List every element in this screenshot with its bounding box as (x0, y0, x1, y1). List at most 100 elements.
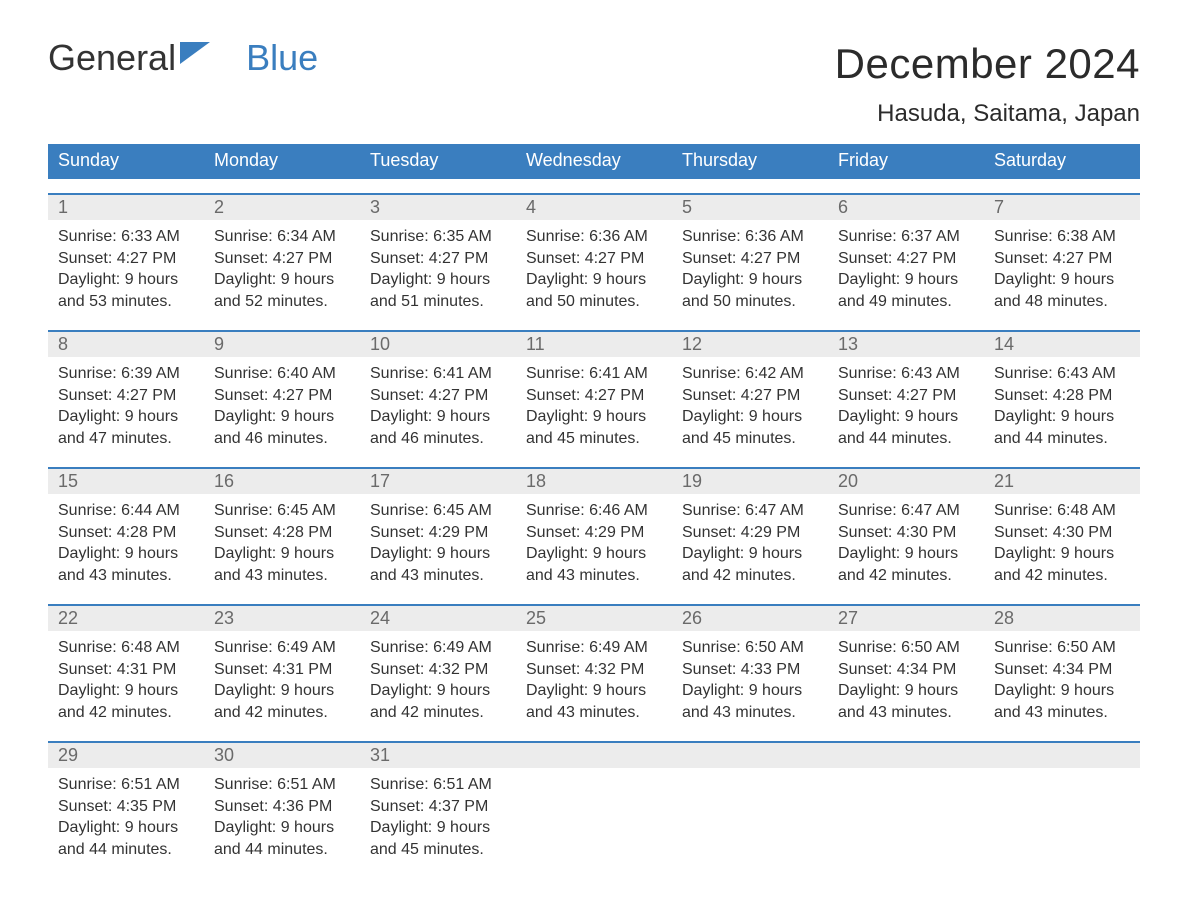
title-block: December 2024 (835, 40, 1140, 88)
daylight-text: Daylight: 9 hours and 50 minutes. (682, 269, 818, 312)
daylight-text: Daylight: 9 hours and 43 minutes. (58, 543, 194, 586)
logo: General Blue (48, 40, 318, 76)
day-number: 22 (48, 606, 204, 631)
page-title: December 2024 (835, 40, 1140, 88)
daynum-row: 15161718192021 (48, 469, 1140, 494)
sunrise-text: Sunrise: 6:51 AM (58, 774, 194, 796)
sunset-text: Sunset: 4:36 PM (214, 796, 350, 818)
weeks-container: 1234567Sunrise: 6:33 AMSunset: 4:27 PMDa… (48, 193, 1140, 864)
day-info: Sunrise: 6:47 AMSunset: 4:30 PMDaylight:… (828, 494, 984, 590)
daylight-text: Daylight: 9 hours and 51 minutes. (370, 269, 506, 312)
day-info: Sunrise: 6:45 AMSunset: 4:28 PMDaylight:… (204, 494, 360, 590)
sunrise-text: Sunrise: 6:50 AM (682, 637, 818, 659)
daylight-text: Daylight: 9 hours and 52 minutes. (214, 269, 350, 312)
daylight-text: Daylight: 9 hours and 42 minutes. (370, 680, 506, 723)
sunrise-text: Sunrise: 6:51 AM (370, 774, 506, 796)
sunset-text: Sunset: 4:27 PM (370, 385, 506, 407)
logo-text-general: General (48, 40, 176, 76)
sunrise-text: Sunrise: 6:50 AM (994, 637, 1130, 659)
info-row: Sunrise: 6:33 AMSunset: 4:27 PMDaylight:… (48, 220, 1140, 316)
day-info: Sunrise: 6:39 AMSunset: 4:27 PMDaylight:… (48, 357, 204, 453)
dow-cell: Monday (204, 144, 360, 179)
sunrise-text: Sunrise: 6:36 AM (682, 226, 818, 248)
sunrise-text: Sunrise: 6:35 AM (370, 226, 506, 248)
sunset-text: Sunset: 4:27 PM (682, 385, 818, 407)
week-row: 22232425262728Sunrise: 6:48 AMSunset: 4:… (48, 604, 1140, 727)
sunrise-text: Sunrise: 6:49 AM (526, 637, 662, 659)
sunset-text: Sunset: 4:32 PM (370, 659, 506, 681)
daylight-text: Daylight: 9 hours and 50 minutes. (526, 269, 662, 312)
sunset-text: Sunset: 4:34 PM (838, 659, 974, 681)
day-number: 3 (360, 195, 516, 220)
location-label: Hasuda, Saitama, Japan (48, 100, 1140, 128)
sunset-text: Sunset: 4:29 PM (682, 522, 818, 544)
sunset-text: Sunset: 4:27 PM (682, 248, 818, 270)
sunset-text: Sunset: 4:35 PM (58, 796, 194, 818)
day-info: Sunrise: 6:49 AMSunset: 4:31 PMDaylight:… (204, 631, 360, 727)
daylight-text: Daylight: 9 hours and 44 minutes. (58, 817, 194, 860)
sunrise-text: Sunrise: 6:48 AM (994, 500, 1130, 522)
day-info: Sunrise: 6:47 AMSunset: 4:29 PMDaylight:… (672, 494, 828, 590)
daylight-text: Daylight: 9 hours and 44 minutes. (994, 406, 1130, 449)
day-info: Sunrise: 6:49 AMSunset: 4:32 PMDaylight:… (360, 631, 516, 727)
day-number (984, 743, 1140, 768)
day-info: Sunrise: 6:45 AMSunset: 4:29 PMDaylight:… (360, 494, 516, 590)
day-number: 20 (828, 469, 984, 494)
header: General Blue December 2024 (48, 40, 1140, 88)
week-row: 15161718192021Sunrise: 6:44 AMSunset: 4:… (48, 467, 1140, 590)
day-number: 30 (204, 743, 360, 768)
day-number: 25 (516, 606, 672, 631)
sunset-text: Sunset: 4:27 PM (526, 248, 662, 270)
sunrise-text: Sunrise: 6:44 AM (58, 500, 194, 522)
day-number (516, 743, 672, 768)
daylight-text: Daylight: 9 hours and 44 minutes. (838, 406, 974, 449)
daylight-text: Daylight: 9 hours and 43 minutes. (994, 680, 1130, 723)
sunset-text: Sunset: 4:37 PM (370, 796, 506, 818)
sunset-text: Sunset: 4:27 PM (994, 248, 1130, 270)
day-info: Sunrise: 6:48 AMSunset: 4:30 PMDaylight:… (984, 494, 1140, 590)
dow-cell: Wednesday (516, 144, 672, 179)
day-info (516, 768, 672, 864)
day-info: Sunrise: 6:43 AMSunset: 4:28 PMDaylight:… (984, 357, 1140, 453)
day-number: 4 (516, 195, 672, 220)
day-info: Sunrise: 6:50 AMSunset: 4:34 PMDaylight:… (984, 631, 1140, 727)
daylight-text: Daylight: 9 hours and 42 minutes. (994, 543, 1130, 586)
sunset-text: Sunset: 4:28 PM (58, 522, 194, 544)
sunset-text: Sunset: 4:34 PM (994, 659, 1130, 681)
sunrise-text: Sunrise: 6:51 AM (214, 774, 350, 796)
day-number: 29 (48, 743, 204, 768)
sunrise-text: Sunrise: 6:49 AM (214, 637, 350, 659)
info-row: Sunrise: 6:39 AMSunset: 4:27 PMDaylight:… (48, 357, 1140, 453)
day-info: Sunrise: 6:43 AMSunset: 4:27 PMDaylight:… (828, 357, 984, 453)
sunset-text: Sunset: 4:31 PM (214, 659, 350, 681)
day-of-week-header: SundayMondayTuesdayWednesdayThursdayFrid… (48, 144, 1140, 179)
daylight-text: Daylight: 9 hours and 48 minutes. (994, 269, 1130, 312)
day-number (828, 743, 984, 768)
daylight-text: Daylight: 9 hours and 42 minutes. (682, 543, 818, 586)
day-info: Sunrise: 6:41 AMSunset: 4:27 PMDaylight:… (516, 357, 672, 453)
day-number: 26 (672, 606, 828, 631)
daylight-text: Daylight: 9 hours and 43 minutes. (526, 543, 662, 586)
sunset-text: Sunset: 4:27 PM (214, 248, 350, 270)
sunset-text: Sunset: 4:27 PM (58, 248, 194, 270)
day-info: Sunrise: 6:38 AMSunset: 4:27 PMDaylight:… (984, 220, 1140, 316)
daylight-text: Daylight: 9 hours and 46 minutes. (214, 406, 350, 449)
dow-cell: Friday (828, 144, 984, 179)
sunrise-text: Sunrise: 6:42 AM (682, 363, 818, 385)
logo-text-blue: Blue (246, 40, 318, 76)
flag-icon (180, 42, 210, 64)
daylight-text: Daylight: 9 hours and 43 minutes. (838, 680, 974, 723)
sunrise-text: Sunrise: 6:46 AM (526, 500, 662, 522)
daylight-text: Daylight: 9 hours and 43 minutes. (682, 680, 818, 723)
day-info: Sunrise: 6:46 AMSunset: 4:29 PMDaylight:… (516, 494, 672, 590)
dow-cell: Saturday (984, 144, 1140, 179)
week-row: 891011121314Sunrise: 6:39 AMSunset: 4:27… (48, 330, 1140, 453)
daynum-row: 891011121314 (48, 332, 1140, 357)
day-info: Sunrise: 6:36 AMSunset: 4:27 PMDaylight:… (516, 220, 672, 316)
day-info: Sunrise: 6:41 AMSunset: 4:27 PMDaylight:… (360, 357, 516, 453)
daylight-text: Daylight: 9 hours and 43 minutes. (214, 543, 350, 586)
day-info: Sunrise: 6:50 AMSunset: 4:33 PMDaylight:… (672, 631, 828, 727)
dow-cell: Tuesday (360, 144, 516, 179)
daylight-text: Daylight: 9 hours and 53 minutes. (58, 269, 194, 312)
sunrise-text: Sunrise: 6:47 AM (682, 500, 818, 522)
